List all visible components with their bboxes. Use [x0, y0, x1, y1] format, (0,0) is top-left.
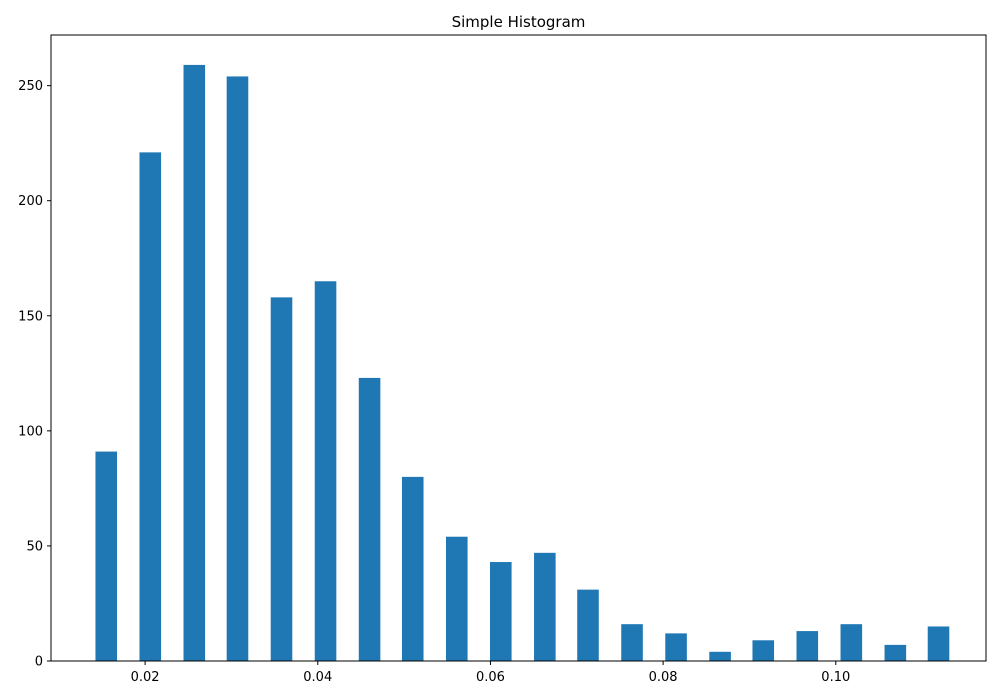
histogram-bar-18 — [884, 644, 907, 661]
histogram-bar-1 — [139, 152, 162, 662]
histogram-bar-5 — [314, 281, 337, 661]
y-tick-label-5: 250 — [18, 79, 43, 94]
y-tick-label-2: 100 — [18, 424, 43, 439]
bars-group — [95, 64, 950, 662]
histogram-bar-14 — [709, 651, 731, 661]
histogram-bar-9 — [490, 562, 512, 661]
chart-title: Simple Histogram — [452, 13, 586, 31]
histogram-bar-19 — [927, 626, 950, 661]
y-tick-label-1: 50 — [26, 539, 43, 554]
x-tick-label-0: 0.02 — [131, 670, 160, 685]
x-tick-label-4: 0.10 — [821, 670, 850, 685]
histogram-bar-11 — [577, 589, 599, 661]
histogram-bar-13 — [665, 633, 687, 661]
histogram-bar-16 — [796, 631, 819, 661]
histogram-bar-6 — [358, 377, 381, 661]
plot-frame — [50, 34, 987, 662]
histogram-bar-7 — [401, 476, 424, 661]
x-tick-label-2: 0.06 — [476, 670, 505, 685]
histogram-bar-0 — [95, 451, 118, 661]
y-tick-label-0: 0 — [35, 655, 43, 670]
x-tick-label-3: 0.08 — [649, 670, 678, 685]
y-tick-label-3: 150 — [18, 309, 43, 324]
histogram-bar-4 — [270, 297, 293, 661]
histogram-bar-2 — [183, 64, 206, 662]
y-axis: 0 50 100 150 200 250 — [18, 79, 51, 670]
y-tick-label-4: 200 — [18, 194, 43, 209]
histogram-bar-12 — [621, 624, 643, 661]
x-tick-label-1: 0.04 — [303, 670, 332, 685]
histogram-bar-10 — [534, 552, 556, 661]
histogram-bar-15 — [752, 640, 775, 661]
histogram-bar-17 — [840, 624, 863, 661]
histogram-bar-8 — [445, 536, 468, 661]
x-axis: 0.02 0.04 0.06 0.08 0.10 — [131, 661, 850, 685]
histogram-bar-3 — [226, 76, 249, 662]
